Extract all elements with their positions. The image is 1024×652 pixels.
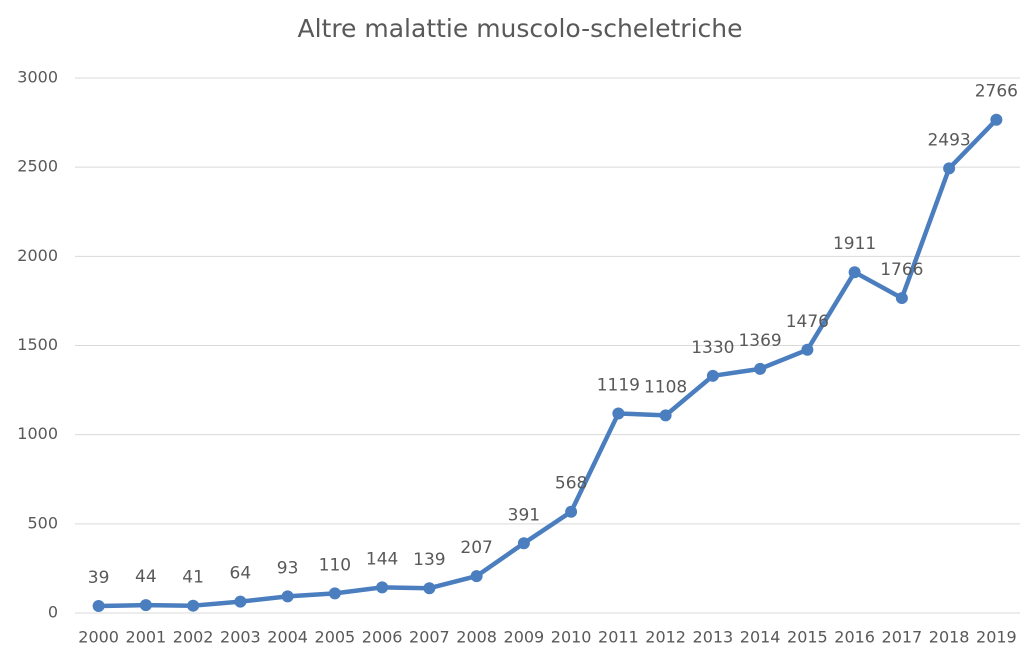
data-point — [187, 599, 200, 612]
x-tick-label: 2005 — [315, 628, 356, 647]
x-tick-label: 2011 — [598, 628, 639, 647]
y-tick-label: 0 — [48, 603, 58, 622]
x-tick-label: 2004 — [267, 628, 308, 647]
y-tick-label: 500 — [27, 513, 58, 532]
data-point — [990, 113, 1003, 126]
x-tick-label: 2007 — [409, 628, 450, 647]
x-tick-label: 2003 — [220, 628, 261, 647]
data-label: 1119 — [597, 375, 640, 395]
data-label: 1476 — [786, 312, 829, 332]
data-point — [659, 409, 672, 422]
data-label: 1766 — [880, 260, 923, 280]
x-tick-label: 2012 — [645, 628, 686, 647]
y-tick-label: 1500 — [17, 335, 58, 354]
data-point — [517, 537, 530, 550]
data-label: 207 — [460, 538, 492, 558]
data-label: 568 — [555, 474, 587, 494]
data-label: 2766 — [975, 82, 1018, 102]
data-label: 1911 — [833, 234, 876, 254]
x-tick-label: 2016 — [834, 628, 875, 647]
x-tick-label: 2009 — [504, 628, 545, 647]
data-label: 93 — [277, 558, 299, 578]
data-point — [612, 407, 625, 420]
data-point — [234, 595, 247, 608]
data-point — [376, 581, 389, 594]
y-tick-label: 1000 — [17, 424, 58, 443]
y-tick-label: 2000 — [17, 246, 58, 265]
data-point — [754, 362, 767, 375]
data-label: 1108 — [644, 377, 687, 397]
data-point — [281, 590, 294, 603]
y-tick-label: 3000 — [17, 68, 58, 87]
x-tick-label: 2002 — [173, 628, 214, 647]
x-tick-label: 2010 — [551, 628, 592, 647]
data-label: 64 — [230, 564, 252, 584]
data-label: 144 — [366, 549, 398, 569]
data-label: 39 — [88, 568, 110, 588]
data-label: 1369 — [738, 331, 781, 351]
data-label: 41 — [182, 568, 204, 588]
x-tick-label: 2017 — [882, 628, 923, 647]
x-tick-label: 2013 — [693, 628, 734, 647]
data-point — [848, 266, 861, 279]
data-label: 1330 — [691, 338, 734, 358]
x-tick-label: 2019 — [976, 628, 1017, 647]
data-point — [423, 582, 436, 595]
x-tick-label: 2001 — [126, 628, 167, 647]
data-point — [92, 600, 105, 613]
x-tick-label: 2006 — [362, 628, 403, 647]
data-point — [328, 587, 341, 600]
data-point — [895, 292, 908, 305]
data-label: 391 — [508, 505, 540, 525]
y-tick-label: 2500 — [17, 157, 58, 176]
x-tick-label: 2018 — [929, 628, 970, 647]
x-tick-label: 2008 — [456, 628, 497, 647]
data-point — [706, 369, 719, 382]
data-line — [98, 118, 998, 609]
data-point — [943, 162, 956, 175]
data-label: 2493 — [927, 130, 970, 150]
data-label: 44 — [135, 567, 157, 587]
x-tick-label: 2000 — [78, 628, 119, 647]
data-label: 110 — [319, 555, 351, 575]
chart-title: Altre malattie muscolo-scheletriche — [297, 14, 742, 43]
data-point — [565, 505, 578, 518]
x-tick-label: 2015 — [787, 628, 828, 647]
data-point — [801, 343, 814, 356]
data-label: 139 — [413, 550, 445, 570]
data-point — [139, 599, 152, 612]
data-point — [470, 570, 483, 583]
x-tick-label: 2014 — [740, 628, 781, 647]
